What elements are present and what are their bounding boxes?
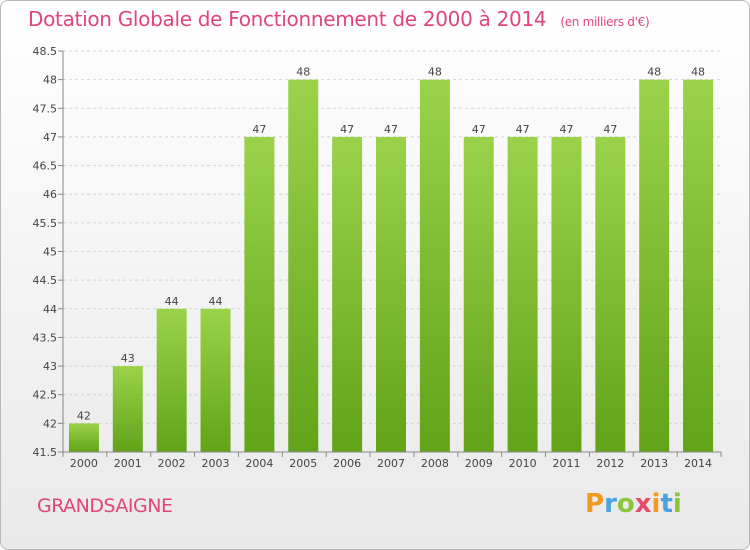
bar — [463, 136, 494, 452]
logo-letter: t — [660, 489, 673, 519]
x-tick-label: 2011 — [552, 457, 580, 470]
bar-value-label: 44 — [209, 295, 223, 308]
chart-title: Dotation Globale de Fonctionnement de 20… — [28, 7, 650, 31]
y-tick-label: 42 — [43, 417, 57, 430]
y-tick-label: 44.5 — [33, 274, 58, 287]
x-tick-label: 2001 — [114, 457, 142, 470]
bars-group: 42 43 44 44 47 48 47 47 48 47 47 47 47 48 48 — [68, 66, 714, 453]
logo-letter: P — [585, 489, 605, 519]
x-tick-label: 2009 — [465, 457, 493, 470]
x-tick-label: 2000 — [70, 457, 98, 470]
y-tick-label: 43 — [43, 360, 57, 373]
bar — [376, 136, 406, 452]
logo-letter: r — [604, 489, 617, 519]
title-text: Dotation Globale de Fonctionnement de 20… — [28, 7, 547, 31]
bar-value-label: 47 — [559, 123, 573, 136]
bar — [200, 308, 231, 452]
y-tick-label: 46 — [43, 188, 57, 201]
bar-value-label: 43 — [121, 352, 135, 365]
bar — [639, 79, 670, 453]
bar — [419, 79, 450, 453]
x-tick-label: 2006 — [333, 457, 361, 470]
y-tick-label: 47 — [43, 131, 57, 144]
x-tick-label: 2012 — [596, 457, 624, 470]
logo-letter: o — [616, 489, 635, 519]
y-tick-label: 48.5 — [33, 45, 58, 58]
bar — [332, 136, 363, 452]
bar — [683, 79, 714, 453]
bar-value-label: 47 — [603, 123, 617, 136]
bar-value-label: 48 — [691, 66, 705, 79]
bar-value-label: 48 — [296, 66, 310, 79]
y-tick-label: 47.5 — [33, 102, 58, 115]
bar-value-label: 48 — [428, 66, 442, 79]
bar-value-label: 47 — [472, 123, 486, 136]
bar — [68, 423, 99, 452]
bar-value-label: 47 — [340, 123, 354, 136]
y-tick-label: 46.5 — [33, 160, 58, 173]
x-axis: 2000 2001 2002 2003 2004 2005 2006 2007 2008 2009… — [62, 451, 722, 470]
bar — [244, 136, 275, 452]
bar — [112, 366, 143, 452]
x-tick-label: 2010 — [509, 457, 537, 470]
bar — [507, 136, 538, 452]
bar-value-label: 47 — [516, 123, 530, 136]
x-tick-label: 2008 — [421, 457, 449, 470]
bar-value-label: 42 — [77, 409, 91, 422]
x-tick-label: 2007 — [377, 457, 405, 470]
y-tick-label: 48 — [43, 74, 57, 87]
bar-value-label: 48 — [647, 66, 661, 79]
x-tick-label: 2003 — [202, 457, 230, 470]
bar-value-label: 44 — [165, 295, 179, 308]
x-tick-label: 2002 — [158, 457, 186, 470]
bar-value-label: 47 — [384, 123, 398, 136]
x-tick-label: 2005 — [289, 457, 317, 470]
y-tick-label: 42.5 — [33, 389, 58, 402]
x-tick-label: 2004 — [245, 457, 273, 470]
y-axis: 41.5 42 42.5 43 43.5 44 44.5 45 45.5 46 46.5 47 47.5… — [33, 45, 64, 459]
x-tick-label: 2013 — [640, 457, 668, 470]
x-tick-label: 2014 — [684, 457, 712, 470]
y-tick-label: 44 — [43, 303, 57, 316]
chart-subtitle: (en milliers d'€) — [560, 15, 650, 29]
y-tick-label: 41.5 — [33, 446, 58, 459]
proxiti-logo: Proxiti — [585, 489, 682, 519]
y-tick-label: 45.5 — [33, 217, 58, 230]
bar — [288, 79, 319, 453]
bar-value-label: 47 — [252, 123, 266, 136]
bar — [156, 308, 187, 452]
logo-letter: x — [634, 489, 652, 519]
bar — [551, 136, 582, 452]
y-tick-label: 45 — [43, 246, 57, 259]
logo-letter: i — [672, 489, 682, 519]
bar — [595, 136, 626, 452]
commune-name: GRANDSAIGNE — [37, 495, 173, 517]
logo-letter: i — [651, 489, 661, 519]
y-tick-label: 43.5 — [33, 331, 58, 344]
